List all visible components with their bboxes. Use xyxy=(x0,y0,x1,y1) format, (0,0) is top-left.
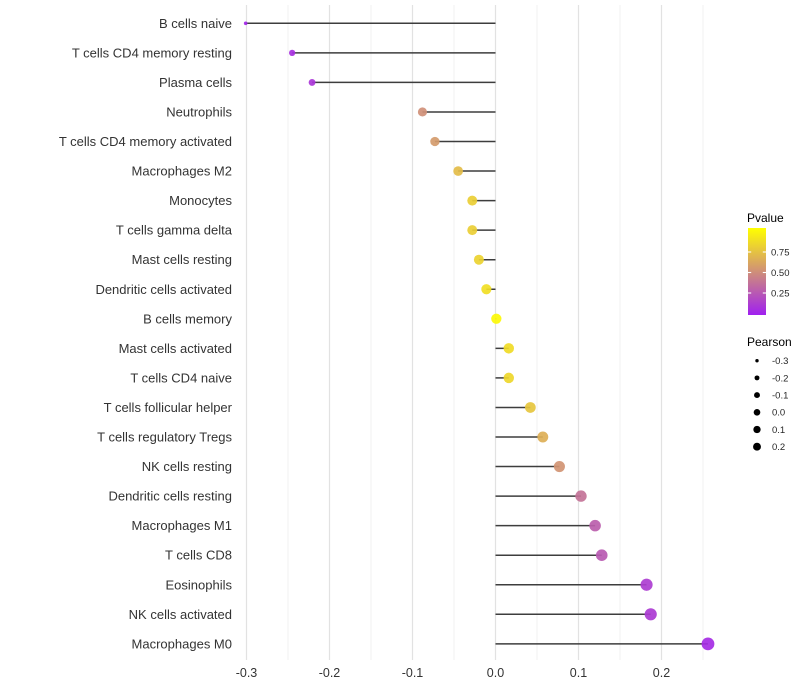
pearson-legend-label: -0.1 xyxy=(772,391,788,402)
y-axis-label: Monocytes xyxy=(169,193,232,208)
lollipop-dot xyxy=(430,136,440,147)
pearson-legend-label: 0.0 xyxy=(772,408,785,419)
y-axis-label: Macrophages M2 xyxy=(132,164,232,179)
lollipop-dot xyxy=(644,608,657,621)
pearson-legend-dot xyxy=(754,392,760,399)
lollipop-segments xyxy=(245,22,708,645)
x-axis-tick-label: 0.1 xyxy=(570,666,587,680)
y-axis-label: Mast cells resting xyxy=(132,252,232,267)
pearson-legend-dot xyxy=(753,408,761,416)
lollipop-dot xyxy=(308,78,316,86)
y-axis-label: Dendritic cells activated xyxy=(95,282,232,297)
y-axis-label: B cells naive xyxy=(159,16,232,31)
pearson-legend-label: -0.3 xyxy=(772,356,788,367)
lollipop-dot xyxy=(595,549,608,562)
pvalue-tick-label: 0.25 xyxy=(771,288,790,299)
y-axis-label: Macrophages M0 xyxy=(132,636,232,651)
y-axis-label: NK cells activated xyxy=(129,607,232,622)
lollipop-dot xyxy=(473,254,484,265)
pvalue-tick-label: 0.50 xyxy=(771,268,790,279)
y-axis-label: T cells CD8 xyxy=(165,548,232,563)
x-axis-tick-label: -0.2 xyxy=(319,666,341,680)
lollipop-dot xyxy=(701,637,715,651)
y-axis-label: T cells gamma delta xyxy=(116,223,233,238)
lollipop-dot xyxy=(640,578,653,591)
lollipop-dot xyxy=(453,166,464,176)
pearson-size-legend: Pearson -0.3 -0.2 -0.1 0.0 0.1 0.2 xyxy=(747,335,792,453)
lollipop-dot xyxy=(524,402,536,413)
lollipop-dot xyxy=(503,343,515,354)
panel-gridlines xyxy=(245,5,704,660)
lollipop-dot xyxy=(553,460,565,473)
lollipop-dot xyxy=(467,195,478,206)
lollipop-dot xyxy=(243,21,248,26)
y-axis-label: B cells memory xyxy=(143,311,232,326)
lollipop-dots xyxy=(243,21,715,651)
pvalue-color-legend: Pvalue 0.75 0.50 0.25 xyxy=(747,211,790,315)
y-axis-label: T cells CD4 memory resting xyxy=(72,45,232,60)
pearson-legend-dot xyxy=(755,358,759,363)
pearson-legend-dot xyxy=(754,375,760,381)
y-axis-label: T cells CD4 memory activated xyxy=(59,134,232,149)
x-axis-tick-label: -0.3 xyxy=(236,666,258,680)
lollipop-dot xyxy=(589,519,601,532)
y-axis-label: Dendritic cells resting xyxy=(108,489,232,504)
pearson-legend-label: 0.2 xyxy=(772,442,785,453)
y-axis-label: T cells CD4 naive xyxy=(130,370,232,385)
x-axis-tick-label: -0.1 xyxy=(402,666,424,680)
pvalue-gradient-bar xyxy=(748,228,766,315)
pvalue-tick-label: 0.75 xyxy=(771,247,790,258)
y-axis-label: Mast cells activated xyxy=(119,341,232,356)
y-axis-labels: B cells naive T cells CD4 memory resting P… xyxy=(59,16,233,652)
y-axis-label: T cells follicular helper xyxy=(104,400,233,415)
y-axis-label: Eosinophils xyxy=(166,577,233,592)
y-axis-label: T cells regulatory Tregs xyxy=(97,430,232,445)
y-axis-label: Plasma cells xyxy=(159,75,232,90)
lollipop-dot xyxy=(491,313,502,324)
y-axis-label: Macrophages M1 xyxy=(132,518,232,533)
pearson-legend-label: 0.1 xyxy=(772,425,785,436)
pearson-legend-dot xyxy=(753,425,761,434)
lollipop-dot xyxy=(481,284,492,295)
x-axis-labels: -0.3 -0.2 -0.1 0.0 0.1 0.2 xyxy=(236,666,671,680)
lollipop-dot xyxy=(467,225,478,236)
x-axis-tick-label: 0.0 xyxy=(487,666,504,680)
y-axis-label: NK cells resting xyxy=(142,459,232,474)
pvalue-legend-title: Pvalue xyxy=(747,211,784,225)
lollipop-dot xyxy=(537,431,549,443)
y-axis-label: Neutrophils xyxy=(166,104,232,119)
pearson-legend-dot xyxy=(753,442,761,451)
x-axis-tick-label: 0.2 xyxy=(653,666,670,680)
lollipop-dot xyxy=(575,490,587,502)
pearson-legend-label: -0.2 xyxy=(772,373,788,384)
lollipop-dot xyxy=(417,107,428,117)
lollipop-dot xyxy=(289,49,296,56)
pearson-legend-title: Pearson xyxy=(747,335,792,349)
lollipop-dot xyxy=(503,372,515,384)
